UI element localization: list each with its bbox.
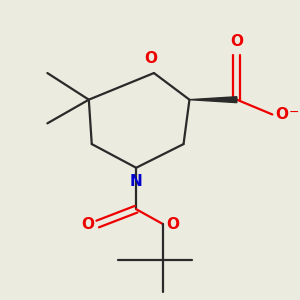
Polygon shape bbox=[190, 97, 237, 103]
Text: O: O bbox=[166, 217, 179, 232]
Text: O: O bbox=[230, 34, 243, 50]
Text: −: − bbox=[289, 106, 299, 118]
Text: O: O bbox=[82, 217, 95, 232]
Text: O: O bbox=[145, 51, 158, 66]
Text: N: N bbox=[130, 174, 142, 189]
Text: O: O bbox=[275, 107, 288, 122]
